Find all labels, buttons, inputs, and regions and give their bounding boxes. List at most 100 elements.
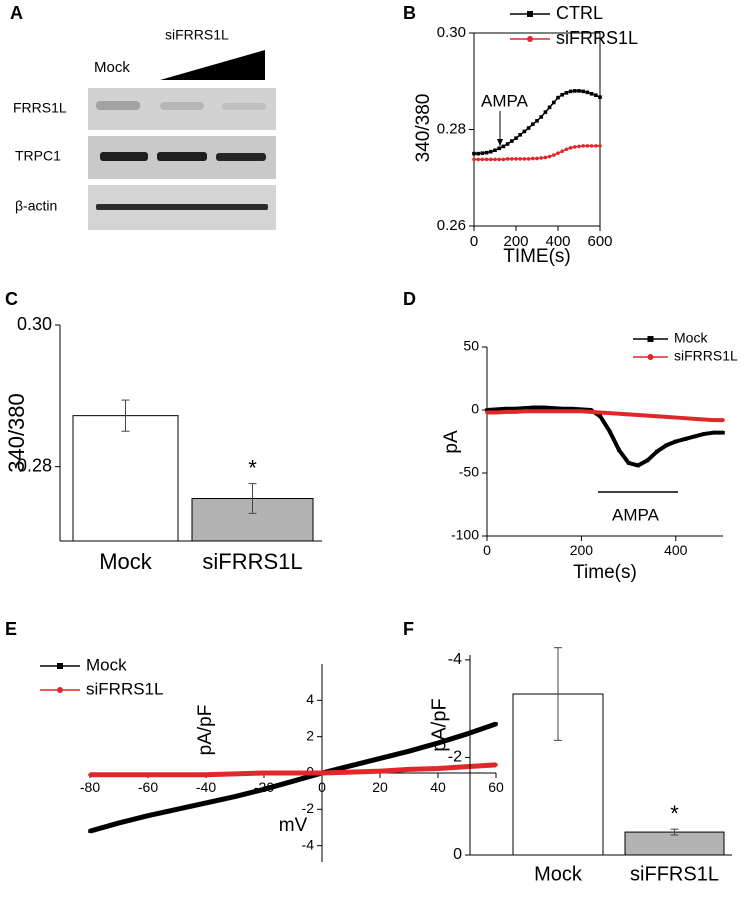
- data-point: [522, 409, 527, 414]
- data-point: [560, 92, 564, 97]
- data-point: [674, 415, 678, 420]
- data-point: [493, 148, 497, 153]
- data-point: [581, 144, 585, 148]
- data-point: [674, 439, 678, 444]
- y-tick-label: 0: [471, 401, 479, 417]
- legend-label: siFRRS1L: [674, 348, 738, 364]
- y-tick-label: 0.28: [437, 120, 466, 137]
- data-point: [535, 156, 539, 161]
- data-point: [531, 122, 535, 126]
- data-point: [543, 155, 548, 160]
- x-tick-label: 200: [503, 233, 528, 250]
- blot-band: [96, 204, 268, 210]
- legend-marker: [57, 687, 63, 693]
- data-point: [617, 411, 621, 416]
- legend-marker: [527, 11, 533, 17]
- data-point: [436, 766, 440, 771]
- panel-label: F: [403, 619, 414, 639]
- y-tick-label: 4: [306, 691, 314, 707]
- bar: [72, 415, 179, 542]
- data-point: [702, 417, 706, 422]
- data-point: [645, 458, 650, 463]
- data-point: [465, 732, 469, 736]
- data-point: [598, 410, 603, 415]
- data-point: [526, 126, 531, 130]
- data-point: [510, 157, 514, 161]
- bar: [624, 831, 725, 856]
- data-point: [175, 807, 179, 812]
- data-point: [407, 767, 411, 772]
- data-point: [175, 773, 179, 777]
- data-point: [493, 157, 497, 162]
- data-point: [577, 144, 581, 149]
- data-point: [711, 418, 716, 422]
- annotation: AMPA: [612, 505, 660, 524]
- data-point: [233, 794, 237, 799]
- data-point: [560, 149, 564, 154]
- legend-marker: [647, 336, 654, 342]
- y-axis-label: pA: [441, 430, 462, 454]
- blot-panel: A siFRRS1L Mock FRRS1L TRPC1 β-actin: [10, 3, 276, 230]
- y-tick-label: -2: [302, 800, 315, 816]
- data-point: [598, 144, 602, 148]
- blot-row-label: TRPC1: [15, 148, 61, 164]
- x-tick-label: 0: [483, 542, 491, 558]
- y-tick-label: 2: [306, 727, 314, 743]
- data-point: [560, 406, 565, 411]
- data-point: [551, 406, 555, 410]
- data-point: [117, 821, 121, 825]
- y-tick-label: -100: [451, 527, 479, 543]
- data-point: [513, 406, 518, 411]
- blot-band: [100, 152, 148, 161]
- data-point: [570, 409, 574, 414]
- data-point: [552, 153, 556, 157]
- data-point: [518, 133, 522, 137]
- data-point: [146, 773, 150, 777]
- data-point: [573, 145, 577, 149]
- data-point: [204, 801, 208, 805]
- data-point: [573, 89, 577, 93]
- data-point: [655, 414, 659, 419]
- data-point: [664, 415, 669, 419]
- blot-band: [96, 101, 140, 110]
- data-point: [636, 413, 640, 417]
- annotation: AMPA: [481, 91, 529, 110]
- data-point: [721, 418, 725, 422]
- y-tick-label: -4: [448, 651, 462, 668]
- data-point: [494, 763, 498, 767]
- x-tick-label: 0: [318, 779, 326, 795]
- data-point: [378, 756, 382, 761]
- x-tick-label: 0: [470, 233, 478, 250]
- data-point: [568, 89, 573, 94]
- x-tick-label: siFRRS1L: [202, 549, 302, 574]
- data-point: [531, 156, 535, 161]
- data-point: [349, 763, 353, 768]
- panel-label: A: [10, 3, 23, 23]
- data-point: [514, 136, 518, 140]
- data-point: [489, 149, 493, 154]
- data-point: [476, 157, 481, 162]
- blot-row-label: β-actin: [15, 198, 57, 214]
- data-point: [378, 769, 382, 773]
- y-tick-label: 0.26: [437, 217, 466, 234]
- x-tick-label: 200: [570, 542, 594, 558]
- annotation: *: [248, 455, 257, 480]
- data-point: [579, 409, 584, 414]
- data-point: [204, 773, 208, 777]
- legend-marker: [57, 663, 63, 669]
- data-point: [626, 461, 631, 465]
- data-point: [560, 409, 565, 414]
- x-tick-label: Mock: [534, 863, 583, 885]
- data-point: [692, 434, 697, 439]
- data-point: [589, 410, 593, 414]
- data-point: [510, 139, 514, 143]
- data-point: [721, 430, 725, 435]
- data-point: [117, 773, 121, 777]
- y-tick-label: 0.28: [17, 455, 52, 475]
- data-point: [570, 406, 574, 411]
- data-point: [291, 779, 295, 783]
- y-tick-label: 0.30: [437, 24, 466, 41]
- data-point: [594, 144, 598, 148]
- data-point: [598, 95, 602, 99]
- x-tick-label: 60: [488, 779, 504, 795]
